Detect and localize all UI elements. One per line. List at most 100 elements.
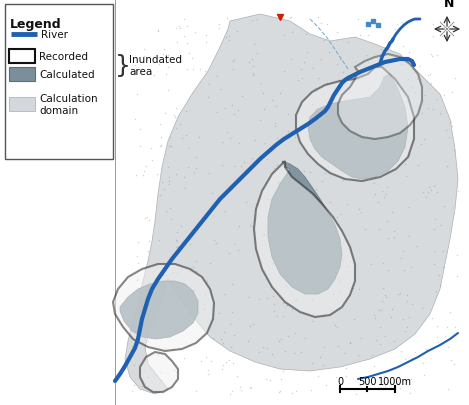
Point (197, 66, 204, 72)
Point (230, 332, 238, 338)
Point (397, 255, 404, 262)
Point (272, 120, 279, 127)
Point (238, 93, 245, 100)
Point (228, 309, 235, 315)
Point (180, 17, 188, 23)
Point (230, 56, 238, 63)
Point (422, 346, 430, 352)
Point (365, 85, 373, 92)
Point (290, 297, 297, 304)
Point (170, 367, 178, 373)
Point (308, 102, 316, 108)
Point (245, 294, 252, 301)
Point (208, 358, 215, 364)
Point (174, 39, 181, 46)
Point (280, 33, 288, 40)
Point (172, 126, 180, 132)
Point (282, 244, 289, 251)
Point (255, 349, 263, 355)
Point (270, 165, 277, 172)
Point (154, 28, 161, 34)
Point (406, 390, 414, 396)
Point (195, 134, 202, 141)
Point (435, 273, 442, 279)
Point (248, 18, 256, 25)
Point (376, 110, 384, 116)
Point (288, 306, 295, 313)
Point (454, 188, 461, 194)
Point (204, 367, 212, 373)
Point (178, 136, 185, 142)
Point (130, 382, 137, 388)
Point (274, 180, 281, 187)
Point (351, 66, 359, 73)
Point (170, 305, 177, 312)
Point (277, 336, 284, 342)
Point (128, 388, 136, 394)
Point (181, 34, 188, 40)
Point (430, 34, 437, 40)
Point (291, 330, 299, 337)
Point (264, 196, 271, 202)
Point (401, 328, 409, 334)
Point (343, 151, 351, 157)
Point (138, 296, 145, 303)
Point (340, 82, 348, 88)
Point (174, 244, 182, 251)
Point (420, 136, 428, 143)
Point (144, 248, 152, 254)
Point (388, 209, 396, 216)
Point (204, 94, 212, 101)
Point (400, 143, 407, 149)
Point (225, 38, 233, 45)
Point (348, 80, 356, 86)
Point (446, 309, 454, 315)
Point (431, 249, 438, 255)
Point (172, 106, 180, 112)
Point (383, 163, 391, 169)
Point (229, 66, 237, 73)
Point (314, 89, 321, 95)
Point (444, 324, 451, 330)
Point (411, 90, 418, 96)
Point (418, 110, 426, 117)
Text: 1000m: 1000m (378, 376, 412, 386)
Point (190, 170, 197, 176)
Point (433, 190, 441, 196)
Point (308, 195, 316, 202)
Point (421, 372, 428, 379)
Point (390, 228, 398, 234)
Point (320, 38, 327, 44)
Point (218, 336, 225, 342)
Point (176, 345, 183, 352)
Point (161, 110, 168, 117)
Point (251, 137, 259, 143)
Point (398, 61, 405, 68)
Point (229, 360, 237, 366)
Point (438, 223, 445, 229)
Point (187, 269, 194, 275)
FancyBboxPatch shape (5, 5, 113, 160)
Point (138, 383, 145, 389)
Point (284, 333, 292, 339)
Point (335, 279, 342, 285)
Text: }: } (115, 54, 131, 78)
Point (175, 23, 182, 30)
Polygon shape (113, 264, 214, 351)
Point (157, 134, 165, 141)
Point (312, 186, 319, 193)
Point (380, 373, 388, 379)
Point (161, 345, 168, 352)
Point (327, 307, 334, 314)
Point (156, 192, 163, 199)
Point (215, 26, 222, 32)
Point (214, 110, 221, 116)
Point (362, 53, 370, 60)
Point (270, 308, 278, 315)
Point (336, 56, 343, 63)
Point (343, 202, 351, 208)
Point (340, 240, 347, 247)
Point (314, 75, 322, 82)
Point (136, 144, 143, 150)
Point (371, 315, 378, 322)
